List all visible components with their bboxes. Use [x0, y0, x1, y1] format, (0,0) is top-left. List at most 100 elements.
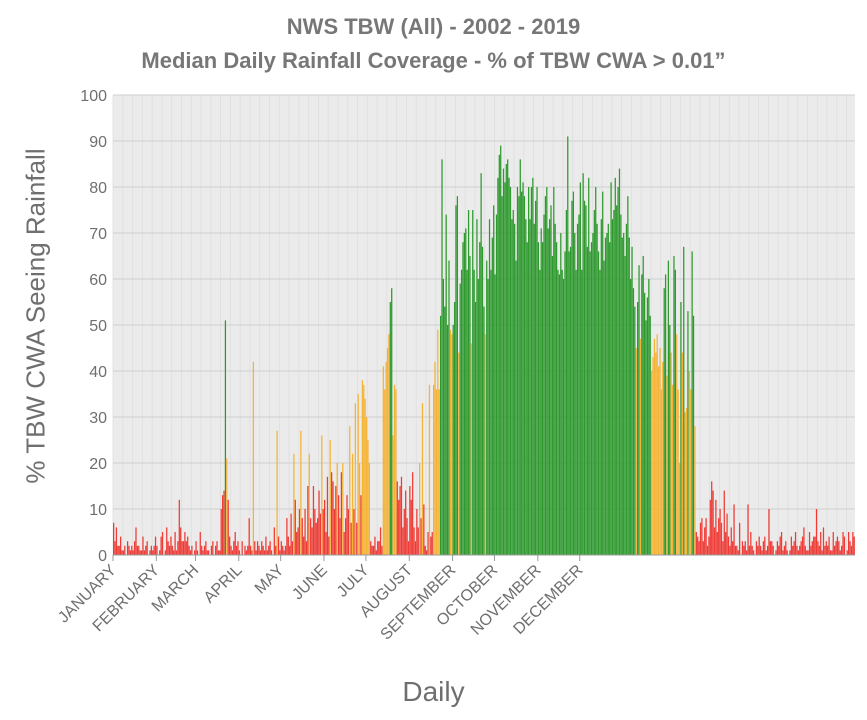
bar-day-198 [388, 334, 390, 555]
bar-day-392 [659, 348, 661, 555]
y-tick-label: 60 [89, 272, 107, 289]
bar-day-188 [374, 536, 376, 555]
bar-day-342 [589, 251, 591, 555]
bar-day-503 [814, 536, 816, 555]
bar-day-246 [455, 205, 457, 555]
bar-day-432 [715, 499, 717, 555]
bar-day-177 [358, 463, 361, 555]
y-axis-label: % TBW CWA Seeing Rainfall [20, 148, 51, 484]
bar-day-38 [164, 550, 166, 555]
bar-series [113, 136, 855, 556]
bar-day-498 [807, 550, 809, 555]
bar-day-471 [769, 541, 772, 555]
bar-day-207 [400, 476, 403, 555]
bar-day-445 [733, 504, 735, 555]
bar-day-412 [687, 311, 689, 555]
bar-day-268 [486, 260, 488, 555]
y-tick-label: 100 [80, 88, 107, 105]
bar-day-50 [181, 541, 183, 555]
bar-day-363 [618, 168, 621, 555]
bar-day-358 [611, 219, 614, 555]
bar-day-353 [604, 237, 607, 555]
bar-day-118 [276, 430, 278, 555]
bar-day-287 [512, 210, 514, 555]
bar-day-391 [657, 366, 660, 555]
bar-day-39 [166, 527, 168, 555]
bar-day-504 [815, 509, 818, 555]
bar-day-254 [466, 269, 468, 555]
bar-day-384 [648, 279, 650, 555]
bar-day-216 [413, 527, 415, 555]
y-tick-label: 0 [98, 548, 107, 565]
bar-day-325 [565, 210, 568, 555]
bar-day-167 [344, 518, 347, 555]
bar-day-454 [746, 550, 748, 555]
bar-day-146 [315, 522, 317, 555]
bar-day-501 [811, 541, 813, 555]
bar-day-229 [431, 532, 433, 555]
bar-day-351 [602, 191, 604, 555]
bar-day-14 [131, 545, 133, 555]
bar-day-36 [161, 532, 164, 555]
bar-day-120 [279, 550, 281, 555]
y-tick-label: 40 [89, 364, 107, 381]
bar-day-361 [616, 205, 618, 555]
bar-day-143 [311, 527, 313, 555]
bar-day-183 [367, 440, 369, 555]
bar-day-339 [585, 205, 587, 555]
bar-day-147 [317, 518, 319, 555]
bar-day-194 [382, 366, 384, 555]
bar-day-35 [160, 536, 162, 555]
bar-day-296 [525, 219, 527, 555]
bar-day-497 [806, 550, 808, 555]
bar-day-205 [398, 499, 400, 555]
bar-day-43 [171, 545, 173, 555]
bar-day-488 [793, 541, 795, 555]
bar-day-478 [779, 536, 781, 555]
bar-day-297 [526, 242, 528, 555]
bar-day-132 [296, 532, 298, 555]
bar-day-114 [270, 550, 273, 555]
bar-day-2 [114, 541, 116, 555]
bar-day-359 [613, 210, 615, 555]
bar-day-436 [720, 522, 723, 555]
bar-day-272 [491, 237, 493, 555]
bar-day-516 [832, 532, 834, 555]
bar-day-349 [599, 269, 601, 555]
bar-day-481 [783, 545, 785, 555]
bar-day-241 [448, 260, 450, 555]
bar-day-68 [206, 550, 208, 555]
bar-day-282 [505, 164, 507, 555]
bar-day-531 [853, 536, 855, 555]
bar-day-23 [143, 550, 145, 555]
bar-day-239 [445, 214, 447, 555]
bar-day-29 [152, 550, 154, 555]
bar-day-242 [449, 329, 452, 555]
bar-day-184 [368, 463, 370, 555]
bar-day-169 [347, 509, 350, 555]
bar-day-79 [221, 495, 224, 555]
bar-day-12 [128, 545, 130, 555]
bar-day-468 [765, 550, 767, 555]
bar-day-451 [741, 541, 744, 555]
bar-day-283 [507, 159, 509, 555]
bar-day-180 [363, 384, 365, 555]
bar-day-178 [360, 495, 362, 555]
bar-day-520 [838, 541, 840, 555]
bar-day-429 [711, 481, 713, 555]
bar-day-248 [458, 352, 460, 555]
bar-day-158 [332, 481, 334, 555]
bar-day-311 [546, 187, 548, 555]
y-tick-label: 20 [89, 456, 107, 473]
bar-day-179 [361, 380, 363, 555]
bar-day-259 [473, 269, 475, 555]
bar-day-505 [817, 541, 819, 555]
bar-day-136 [301, 518, 303, 555]
bar-day-375 [635, 348, 637, 555]
bar-day-330 [572, 191, 574, 555]
bar-day-142 [310, 518, 312, 555]
bar-day-494 [801, 536, 804, 555]
bar-day-360 [614, 177, 616, 556]
bar-day-106 [259, 550, 261, 555]
x-tick-label-june: JUNE [289, 562, 331, 604]
